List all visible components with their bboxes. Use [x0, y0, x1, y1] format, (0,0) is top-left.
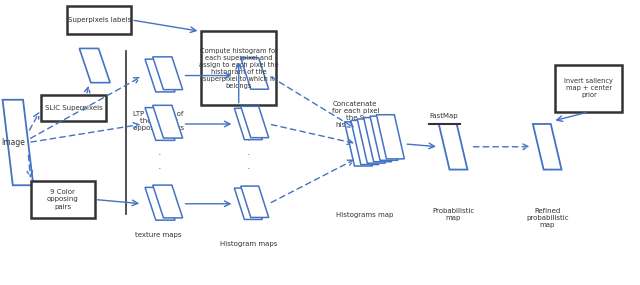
Polygon shape — [364, 117, 392, 162]
Text: ·
·
·: · · · — [246, 136, 250, 174]
Text: Image: Image — [1, 138, 25, 147]
Polygon shape — [351, 120, 379, 165]
FancyBboxPatch shape — [67, 6, 131, 34]
Polygon shape — [533, 124, 561, 170]
Text: LTP on each of
the 9 color
opposing pairs: LTP on each of the 9 color opposing pair… — [133, 111, 184, 131]
Polygon shape — [376, 115, 404, 159]
Text: Compute histogram for
each superpixel and
assign to each pixel the
histogram of : Compute histogram for each superpixel an… — [199, 48, 278, 89]
Text: ·
·
·: · · · — [158, 136, 162, 174]
Text: Superpixels labels: Superpixels labels — [68, 17, 131, 23]
Polygon shape — [3, 100, 33, 185]
Text: Histograms map: Histograms map — [336, 212, 394, 218]
Polygon shape — [234, 108, 262, 140]
Polygon shape — [241, 58, 269, 89]
FancyBboxPatch shape — [31, 181, 95, 218]
Polygon shape — [153, 185, 182, 218]
Polygon shape — [241, 186, 269, 217]
Polygon shape — [79, 48, 110, 83]
Polygon shape — [145, 188, 175, 220]
Text: Concatenate
for each pixel
the 9
histograms: Concatenate for each pixel the 9 histogr… — [332, 101, 379, 127]
Polygon shape — [439, 124, 467, 170]
Polygon shape — [234, 60, 262, 91]
Text: 9 Color
opposing
pairs: 9 Color opposing pairs — [47, 190, 79, 209]
FancyBboxPatch shape — [556, 65, 622, 112]
Polygon shape — [153, 105, 182, 138]
Text: Invert saliency
map + center
prior: Invert saliency map + center prior — [564, 78, 613, 98]
Polygon shape — [145, 108, 175, 141]
Text: texture maps: texture maps — [136, 232, 182, 238]
Polygon shape — [234, 188, 262, 219]
FancyBboxPatch shape — [201, 31, 276, 105]
Polygon shape — [344, 122, 372, 166]
Text: Probabilistic
map: Probabilistic map — [432, 208, 474, 221]
Text: SLIC Superpixels: SLIC Superpixels — [45, 105, 102, 111]
Text: Refined
probabilistic
map: Refined probabilistic map — [526, 208, 568, 228]
Text: FastMap: FastMap — [430, 113, 458, 119]
Polygon shape — [357, 119, 385, 163]
Text: Histogram maps: Histogram maps — [220, 241, 277, 247]
Polygon shape — [370, 116, 398, 160]
Polygon shape — [241, 106, 269, 138]
Polygon shape — [153, 57, 182, 89]
FancyBboxPatch shape — [41, 95, 106, 121]
Polygon shape — [145, 59, 175, 92]
